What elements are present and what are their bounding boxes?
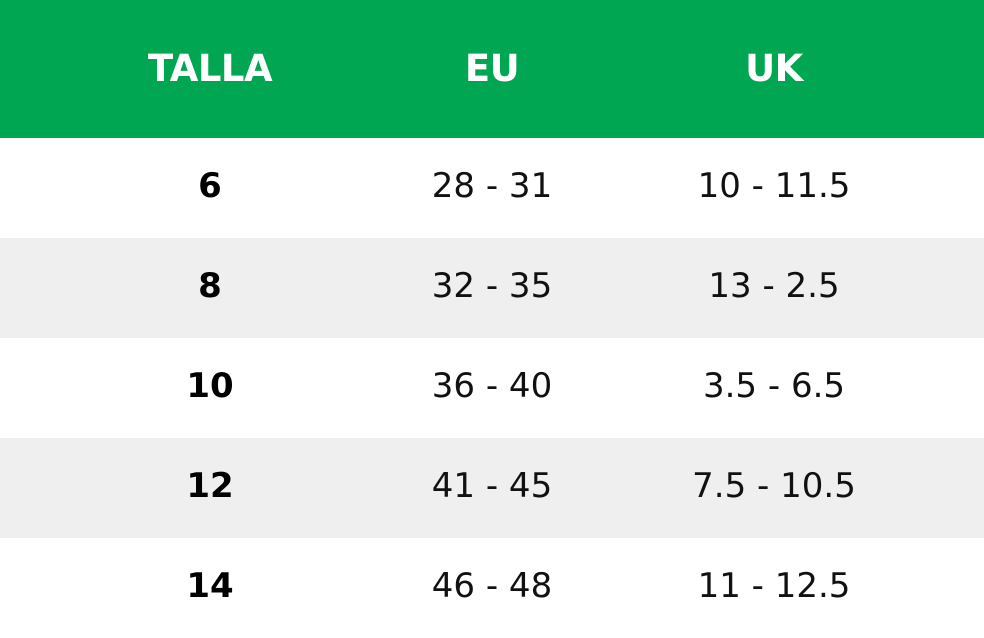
cell-uk: 13 - 2.5 xyxy=(708,266,840,306)
cell-talla: 6 xyxy=(198,166,222,206)
cell-eu: 41 - 45 xyxy=(431,466,553,506)
cell-eu: 28 - 31 xyxy=(431,166,553,206)
cell-uk: 11 - 12.5 xyxy=(697,566,851,606)
table-row: 6 28 - 31 10 - 11.5 xyxy=(0,138,984,238)
table-row: 14 46 - 48 11 - 12.5 xyxy=(0,538,984,638)
header-talla: TALLA xyxy=(147,47,273,90)
cell-eu: 32 - 35 xyxy=(431,266,553,306)
table-row: 8 32 - 35 13 - 2.5 xyxy=(0,238,984,338)
header-uk: UK xyxy=(745,47,803,90)
table-header: TALLA EU UK xyxy=(0,0,984,138)
cell-eu: 36 - 40 xyxy=(431,366,553,406)
cell-talla: 10 xyxy=(186,366,234,406)
cell-eu: 46 - 48 xyxy=(431,566,553,606)
header-eu: EU xyxy=(464,47,520,90)
cell-talla: 14 xyxy=(186,566,234,606)
cell-uk: 7.5 - 10.5 xyxy=(692,466,856,506)
cell-talla: 12 xyxy=(186,466,234,506)
table-row: 12 41 - 45 7.5 - 10.5 xyxy=(0,438,984,538)
table-row: 10 36 - 40 3.5 - 6.5 xyxy=(0,338,984,438)
cell-uk: 3.5 - 6.5 xyxy=(702,366,846,406)
cell-talla: 8 xyxy=(198,266,222,306)
cell-uk: 10 - 11.5 xyxy=(697,166,851,206)
